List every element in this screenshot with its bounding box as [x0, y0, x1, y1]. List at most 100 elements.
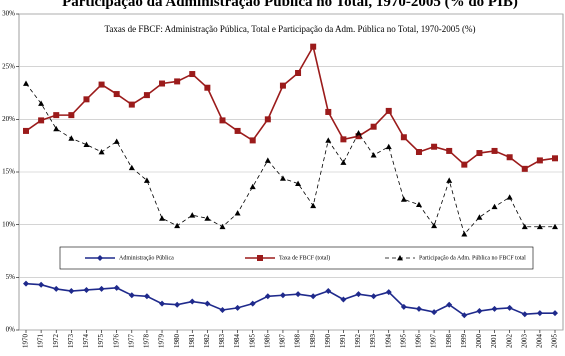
x-tick-label: 1976 — [112, 334, 120, 349]
data-point — [98, 81, 105, 88]
data-point — [506, 304, 513, 311]
data-point — [189, 71, 196, 78]
data-point — [53, 112, 60, 119]
data-point — [174, 78, 181, 85]
data-point — [310, 43, 317, 50]
data-point — [98, 148, 105, 155]
x-tick-label: 1994 — [384, 334, 392, 349]
data-point — [219, 117, 226, 124]
data-point — [264, 157, 271, 163]
data-point — [189, 212, 196, 218]
x-tick-label: 2001 — [490, 334, 498, 349]
data-point — [476, 214, 483, 220]
data-point — [128, 164, 135, 171]
data-point — [204, 300, 211, 307]
x-tick-label: 1986 — [263, 334, 271, 349]
x-tick-label: 1985 — [248, 334, 256, 349]
data-point — [68, 135, 75, 141]
x-tick-label: 1978 — [143, 334, 151, 349]
x-tick-label: 1981 — [188, 334, 196, 349]
data-point — [143, 177, 150, 183]
data-point — [264, 116, 271, 123]
data-point — [143, 92, 150, 99]
data-point — [128, 101, 135, 108]
data-point — [370, 293, 377, 300]
x-tick-label: 1974 — [82, 334, 90, 349]
data-point — [491, 305, 498, 312]
data-point — [552, 223, 558, 230]
data-point — [415, 148, 422, 155]
data-point — [38, 281, 45, 288]
data-point — [189, 298, 196, 305]
data-point — [536, 310, 543, 317]
x-tick-label: 1983 — [218, 334, 226, 349]
data-point — [340, 136, 347, 143]
data-point — [431, 143, 438, 150]
data-point — [68, 112, 75, 119]
legend: Administração Pública Taxa de FBCF (total… — [59, 246, 534, 270]
data-point — [521, 223, 528, 230]
data-point — [310, 293, 317, 300]
legend-label: Taxa de FBCF (total) — [279, 254, 330, 261]
x-tick-label: 1975 — [97, 334, 105, 349]
data-point — [174, 301, 181, 308]
legend-marker — [97, 255, 103, 261]
legend-marker — [257, 255, 263, 261]
data-point — [385, 289, 392, 296]
chart-title: Participação da Administração Pública no… — [62, 0, 518, 10]
data-point — [415, 201, 422, 208]
data-point — [279, 292, 286, 299]
x-tick-label: 1993 — [369, 334, 377, 349]
data-point — [521, 311, 528, 318]
data-point — [23, 280, 29, 287]
x-tick-label: 1999 — [460, 334, 468, 349]
data-point — [279, 175, 286, 181]
data-point — [431, 309, 438, 316]
data-point — [552, 310, 558, 317]
legend-label: Administração Pública — [119, 255, 174, 261]
data-point — [340, 296, 347, 303]
chart-subtitle: Taxas de FBCF: Administração Pública, To… — [105, 24, 476, 34]
data-point — [219, 223, 226, 230]
data-point — [83, 141, 90, 148]
x-tick-label: 1992 — [354, 334, 362, 349]
x-tick-label: 1970 — [22, 334, 30, 349]
data-point — [400, 196, 407, 202]
x-tick-label: 1987 — [279, 334, 287, 349]
data-point — [83, 286, 90, 293]
data-point — [113, 284, 120, 291]
y-tick-label: 0% — [6, 326, 16, 334]
x-tick-label: 2002 — [505, 333, 513, 348]
x-tick-label: 1982 — [203, 334, 211, 349]
data-point — [295, 180, 302, 186]
data-point — [174, 222, 181, 229]
series-line — [25, 83, 555, 235]
y-tick-label: 25% — [2, 62, 15, 70]
data-point — [38, 117, 45, 124]
y-tick-label: 20% — [2, 115, 15, 123]
data-point — [552, 155, 558, 162]
data-point — [400, 303, 407, 310]
data-point — [385, 143, 392, 150]
y-tick-label: 15% — [2, 168, 15, 176]
x-tick-label: 2004 — [535, 334, 543, 349]
data-point — [53, 125, 60, 132]
x-tick-label: 1973 — [67, 334, 75, 349]
data-point — [476, 150, 483, 157]
data-point — [476, 308, 483, 315]
x-tick-label: 1998 — [445, 334, 453, 349]
series-line — [25, 44, 556, 170]
data-point — [536, 157, 543, 164]
data-point — [159, 80, 166, 87]
data-point — [506, 154, 513, 161]
data-point — [295, 291, 302, 298]
data-point — [159, 215, 166, 221]
data-point — [355, 291, 362, 298]
data-point — [249, 300, 256, 307]
data-point — [264, 293, 271, 300]
data-point — [461, 231, 468, 237]
data-point — [431, 222, 438, 229]
data-point — [536, 223, 543, 230]
